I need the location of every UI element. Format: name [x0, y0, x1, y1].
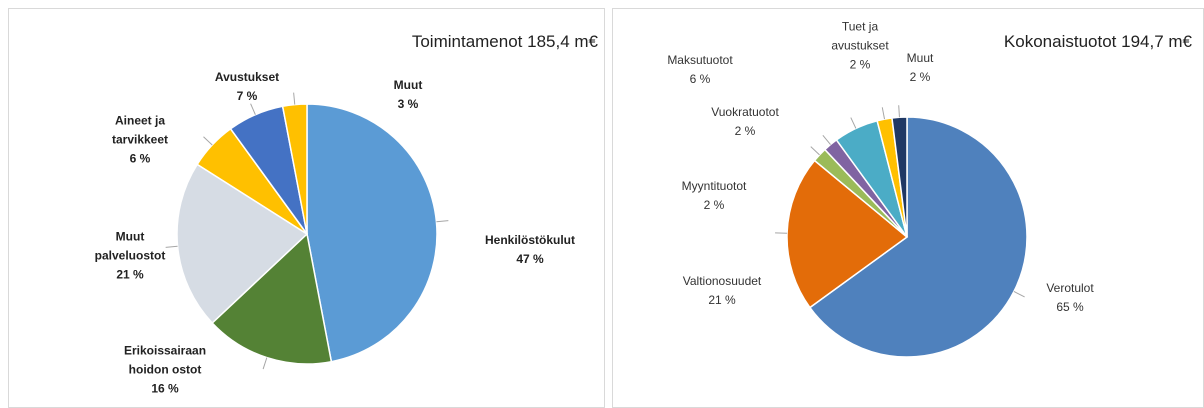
data-label: Vuokratuotot 2 % [711, 103, 779, 141]
label-name: Henkilöstökulut [484, 233, 576, 247]
label-name: Myyntituotot [681, 179, 747, 193]
label-name: Muut [393, 78, 423, 92]
data-label: Avustukset 7 % [215, 68, 279, 106]
label-value: 65 % [1056, 300, 1084, 314]
label-name: Avustukset [214, 70, 280, 84]
pie-slice [306, 103, 438, 363]
data-label: Aineet ja tarvikkeet 6 % [112, 112, 168, 169]
leader-line [293, 92, 296, 105]
label-name: Erikoissairaan hoidon ostot [123, 343, 207, 377]
pie-slice [176, 163, 309, 325]
label-value: 2 % [734, 124, 756, 138]
label-name: Muut [906, 51, 934, 65]
chart-title: Kokonaistuotot 194,7 m€ [1003, 32, 1192, 51]
label-value: 2 % [909, 70, 931, 84]
data-label: Myyntituotot 2 % [682, 177, 747, 215]
label-name: Maksutuotot [667, 53, 733, 67]
label-value: 3 % [397, 97, 419, 111]
leader-line [250, 103, 256, 115]
label-value: 16 % [151, 381, 179, 396]
pie-slice [211, 232, 333, 365]
data-label: Henkilöstökulut 47 % [485, 231, 575, 269]
leader-line [898, 105, 900, 118]
leader-line [262, 357, 268, 370]
label-value: 2 % [849, 57, 871, 72]
label-name: Verotulot [1046, 281, 1094, 295]
leader-line [165, 245, 178, 248]
leader-line [810, 146, 820, 156]
pie-slice [281, 103, 308, 235]
label-value: 6 % [129, 151, 151, 166]
label-name: Vuokratuotot [711, 105, 779, 119]
label-name: Tuet ja avustukset [831, 19, 889, 53]
leader-line [850, 117, 857, 129]
label-name: Aineet ja tarvikkeet [111, 113, 169, 147]
leader-line [822, 134, 831, 145]
label-value: 47 % [516, 252, 544, 266]
label-name: Muut palveluostot [94, 229, 166, 263]
data-label: Tuet ja avustukset 2 % [831, 18, 888, 75]
label-value: 21 % [708, 293, 736, 307]
data-label: Muut 3 % [394, 76, 423, 114]
leader-line [1013, 291, 1025, 298]
data-label: Muut palveluostot 21 % [95, 228, 166, 285]
chart-title: Toimintamenot 185,4 m€ [411, 32, 598, 51]
label-value: 6 % [689, 72, 711, 86]
data-label: Erikoissairaan hoidon ostot 16 % [124, 342, 206, 399]
label-value: 2 % [703, 198, 725, 212]
leader-line [436, 220, 449, 223]
label-value: 7 % [236, 89, 258, 103]
data-label: Verotulot 65 % [1046, 279, 1093, 317]
leader-line [881, 107, 886, 120]
label-value: 21 % [116, 267, 144, 282]
data-label: Muut 2 % [907, 49, 934, 87]
data-label: Valtionosuudet 21 % [683, 272, 762, 310]
label-name: Valtionosuudet [682, 274, 762, 288]
data-label: Maksutuotot 6 % [667, 51, 732, 89]
leader-line [203, 136, 213, 146]
